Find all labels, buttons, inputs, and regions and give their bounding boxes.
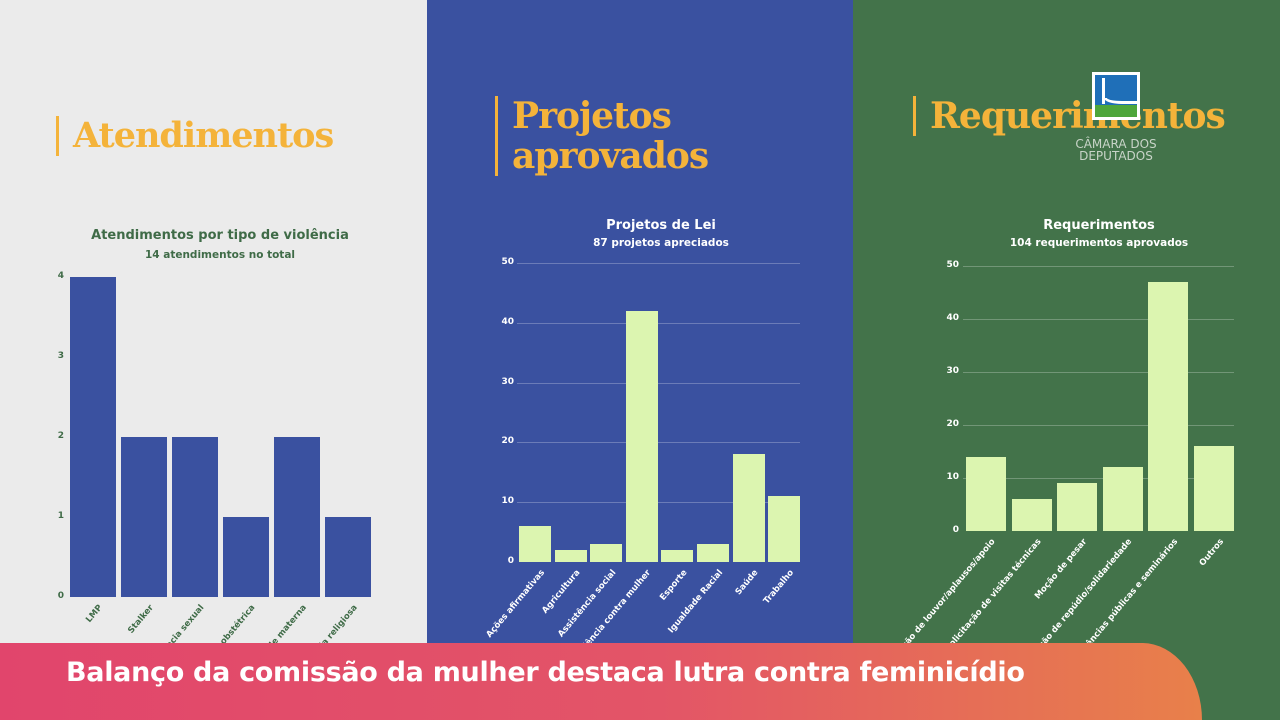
x-tick-label: ção de louvor/aplausos/apoio — [900, 537, 998, 643]
gridline — [963, 372, 1234, 373]
x-tick-label: obstétrica — [218, 603, 258, 643]
gridline — [517, 382, 800, 384]
y-tick-label: 20 — [501, 436, 514, 447]
bar-1 — [121, 437, 167, 597]
gridline — [963, 478, 1234, 479]
chart-subtitle: 104 requerimentos aprovados — [1009, 237, 1189, 249]
camara-logo — [1092, 72, 1140, 120]
x-tick-label: Stalker — [126, 603, 156, 636]
y-tick-label: 10 — [501, 496, 514, 507]
y-tick-label: 30 — [501, 376, 514, 387]
panel-heading: Requerimentos — [913, 96, 1226, 136]
camara-logo-text: CÂMARA DOS DEPUTADOS — [1066, 138, 1166, 162]
chart-title: Atendimentos por tipo de violência — [91, 228, 349, 243]
panel-requerimentos: Requerimentos Requerimentos 104 requerim… — [853, 0, 1280, 643]
heading-line: Projetos — [512, 95, 672, 137]
bar-2 — [590, 544, 623, 562]
bar-3 — [625, 310, 658, 562]
bar-4 — [661, 550, 694, 562]
chart-title: Projetos de Lei — [606, 218, 716, 233]
gridline — [517, 442, 800, 444]
bar-4 — [1148, 281, 1189, 531]
heading-line: aprovados — [512, 135, 709, 177]
x-tick-label: LMP — [84, 603, 105, 625]
x-tick-label: Trabalho — [761, 568, 796, 607]
gridline — [517, 322, 800, 324]
x-tick-label: Esporte — [657, 568, 690, 603]
x-tick-label: ção de repúdio/solidariedade — [1037, 537, 1135, 643]
y-tick-label: 30 — [946, 366, 959, 376]
bar-5 — [325, 517, 371, 597]
news-banner: Balanço da comissão da mulher destaca lu… — [0, 643, 1202, 720]
bar-7 — [768, 496, 801, 562]
y-tick-label: 0 — [952, 525, 959, 535]
y-tick-label: 10 — [946, 472, 959, 482]
x-tick-label: Outros — [1197, 537, 1226, 569]
x-tick-label: de materna — [265, 603, 309, 643]
y-tick-label: 3 — [57, 351, 64, 361]
gridline — [517, 502, 800, 504]
gridline — [517, 263, 800, 264]
chart-subtitle: 14 atendimentos no total — [144, 249, 296, 261]
gridline — [963, 425, 1234, 426]
y-tick-label: 40 — [946, 313, 959, 323]
logo-line: CÂMARA DOS — [1075, 137, 1157, 151]
panel-atendimentos: Atendimentos Atendimentos por tipo de vi… — [0, 0, 427, 643]
y-tick-label: 50 — [946, 260, 959, 270]
x-tick-label: ncia sexual — [164, 603, 207, 643]
x-tick-label: Ações afirmativas — [484, 568, 547, 640]
x-tick-label: ia religiosa — [317, 603, 360, 643]
panel-projetos: Projetos aprovados Projetos de Lei 87 pro… — [427, 0, 854, 643]
bar-1 — [1011, 499, 1052, 531]
bar-5 — [697, 544, 729, 562]
bar-2 — [1057, 483, 1098, 531]
y-tick-label: 20 — [946, 419, 959, 429]
bar-6 — [732, 454, 765, 562]
chart-title: Requerimentos — [1043, 218, 1155, 233]
y-tick-label: 1 — [57, 511, 64, 521]
gridline — [963, 319, 1234, 320]
y-tick-label: 4 — [57, 271, 64, 281]
banner-headline: Balanço da comissão da mulher destaca lu… — [66, 657, 1025, 688]
bar-1 — [554, 550, 587, 562]
bar-5 — [1194, 446, 1234, 531]
y-tick-label: 2 — [57, 431, 64, 441]
y-tick-label: 50 — [501, 257, 514, 267]
chart-subtitle: 87 projetos apreciados — [593, 237, 729, 249]
y-tick-label: 0 — [57, 591, 64, 601]
bar-4 — [274, 437, 320, 597]
gridline — [963, 266, 1234, 267]
y-tick-label: 0 — [507, 556, 514, 566]
y-tick-label: 40 — [501, 316, 514, 327]
bar-3 — [223, 517, 269, 597]
bar-0 — [519, 526, 551, 562]
x-tick-label: Saúde — [733, 568, 761, 598]
panel-heading: Atendimentos — [56, 116, 334, 156]
panel-heading: Projetos aprovados — [495, 95, 709, 177]
bar-0 — [966, 456, 1006, 531]
bar-2 — [172, 437, 218, 597]
bar-0 — [70, 277, 116, 597]
logo-line: DEPUTADOS — [1079, 149, 1153, 163]
bar-3 — [1102, 467, 1143, 531]
